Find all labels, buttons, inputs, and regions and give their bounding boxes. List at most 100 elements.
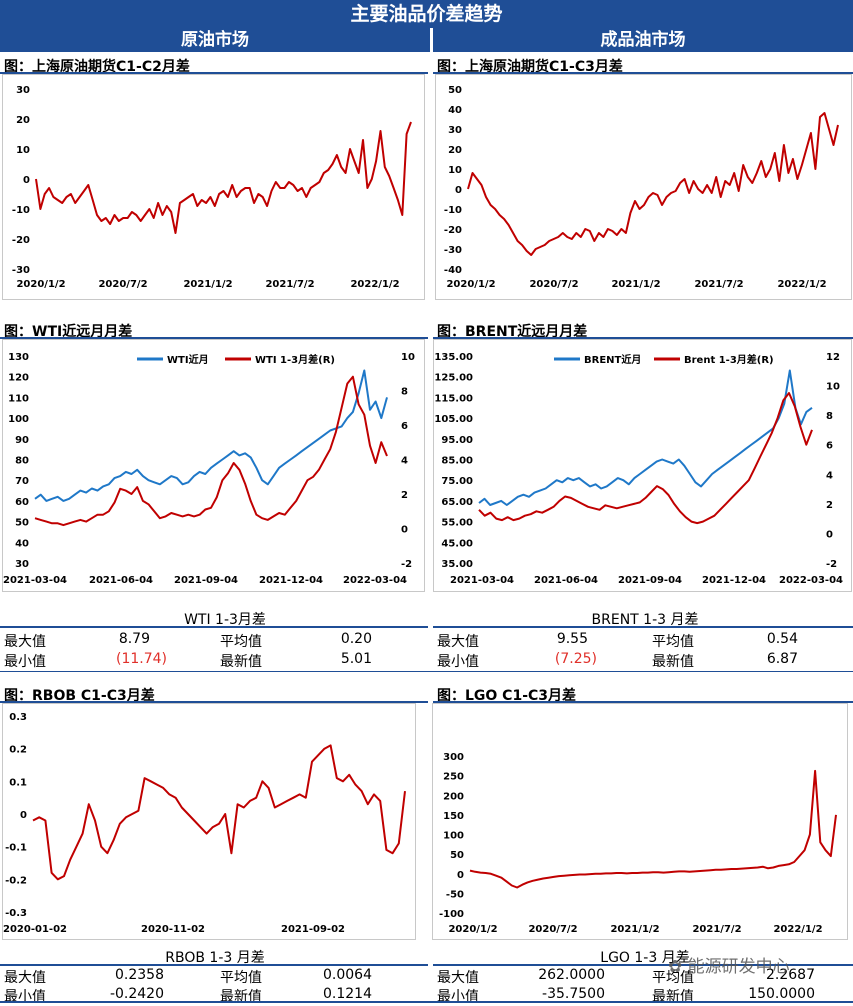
y-tick-label: -10 (444, 205, 462, 216)
y-tick-label-right: 12 (826, 352, 840, 363)
y-tick-label: 200 (443, 791, 464, 802)
header-divider (430, 28, 433, 52)
y-tick-label: 50 (448, 85, 462, 96)
y-tick-label-left: 115.00 (434, 393, 473, 404)
y-tick-label: -10 (12, 205, 30, 216)
chart-sh-c1c2: 30 20 10 0 -10 -20 -30 2020/1/2 2020/7/2 2021/1/2… (12, 85, 412, 290)
y-tick-label-right: 6 (401, 421, 408, 432)
x-tick-label: 2021-09-04 (174, 575, 238, 586)
y-tick-label: 30 (448, 125, 462, 136)
y-tick-label-left: 70 (15, 476, 29, 487)
stat-label: 平均值 (652, 634, 694, 650)
y-tick-label: 0.1 (9, 777, 27, 788)
stat-value: 0.2358 (115, 967, 164, 983)
x-tick-label: 2021/1/2 (611, 279, 660, 290)
wechat-icon: ✿ (668, 957, 683, 977)
y-tick-label: -30 (444, 245, 462, 256)
stat-value: 0.0064 (323, 967, 372, 983)
series-line (467, 112, 839, 256)
title-rule (0, 701, 428, 703)
y-tick-label: -50 (446, 889, 464, 900)
x-tick-label: 2021-12-04 (702, 575, 766, 586)
series-line-wti-spread (34, 375, 388, 527)
stat-value: (11.74) (115, 651, 167, 667)
x-tick-label: 2020/7/2 (528, 924, 577, 935)
y-tick-label-right: -2 (826, 559, 837, 570)
chart-panel-brent: 135.00 125.00 115.00 105.00 95.00 85.00 75.00 6… (433, 339, 852, 592)
chart-title-sh-c1c2: 图：上海原油期货C1-C2月差 (4, 59, 190, 75)
legend-label: Brent 1-3月差(R) (684, 353, 774, 366)
y-tick-label: 0 (457, 870, 464, 881)
chart-lgo: 300 250 200 150 100 50 0 -50 -100 2020/1/2 2020/7/… (439, 752, 837, 935)
stats-title-wti: WTI 1-3月差 (184, 612, 266, 628)
series-line (32, 744, 406, 881)
x-tick-label: 2021-09-04 (618, 575, 682, 586)
y-tick-label: 50 (450, 850, 464, 861)
y-tick-label-left: 95.00 (441, 435, 473, 446)
title-rule (0, 964, 428, 966)
x-tick-label: 2021/7/2 (265, 279, 314, 290)
y-tick-label-left: 100 (8, 414, 29, 425)
chart-title-rbob: 图：RBOB C1-C3月差 (4, 688, 155, 704)
x-tick-label: 2021-09-02 (281, 924, 345, 935)
chart-wti: 130 120 110 100 90 80 70 60 50 40 30 10 8 6 4 2 0 -2 WTI近月… (3, 352, 415, 586)
chart-panel-sh-c1c3: 50 40 30 20 10 0 -10 -20 -30 -40 2020/1/2 2020/7/2 2… (435, 74, 852, 300)
x-tick-label: 2021-03-04 (3, 575, 67, 586)
stat-value: 262.0000 (538, 967, 605, 983)
y-tick-label-right: 4 (826, 470, 833, 481)
x-tick-label: 2022/1/2 (777, 279, 826, 290)
legend-label: WTI近月 (167, 353, 209, 366)
stat-label: 平均值 (652, 970, 694, 986)
y-tick-label-left: 90 (15, 435, 29, 446)
chart-panel-lgo: 300 250 200 150 100 50 0 -50 -100 2020/1/2 2020/7/… (432, 703, 848, 940)
y-tick-label-left: 80 (15, 456, 29, 467)
stats-bottom-rule (0, 671, 853, 672)
watermark: ✿ 能源研发中心 (668, 952, 790, 977)
section-crude-header: 原油市场 (0, 28, 430, 52)
x-tick-label: 2021-03-04 (450, 575, 514, 586)
stat-label: 最新值 (652, 989, 694, 1005)
y-tick-label-right: 0 (401, 525, 408, 536)
x-tick-label: 2022-03-04 (779, 575, 843, 586)
x-tick-label: 2020/7/2 (529, 279, 578, 290)
y-tick-label: 10 (448, 165, 462, 176)
y-tick-label: 0.2 (9, 745, 27, 756)
y-tick-label-right: 6 (826, 441, 833, 452)
x-tick-label: 2021-12-04 (259, 575, 323, 586)
y-tick-label-left: 45.00 (441, 538, 473, 549)
page-title: 主要油品价差趋势 (0, 0, 853, 28)
watermark-text: 能源研发中心 (687, 957, 790, 977)
series-line (35, 121, 412, 234)
stat-value: 5.01 (340, 651, 372, 667)
stats-title-lgo: LGO 1-3 月差 (600, 950, 690, 966)
stat-value: -35.7500 (542, 986, 605, 1002)
stat-label: 最新值 (220, 654, 262, 670)
stat-label: 最新值 (220, 989, 262, 1005)
stat-label: 最小值 (4, 989, 46, 1005)
y-tick-label-left: 120 (8, 373, 29, 384)
y-tick-label: 150 (443, 811, 464, 822)
y-tick-label-right: -2 (401, 559, 412, 570)
chart-rbob: 0.3 0.2 0.1 0 -0.1 -0.2 -0.3 2020-01-02 2020-11-… (3, 712, 406, 935)
stat-label: 平均值 (220, 970, 262, 986)
stat-value: (7.25) (554, 651, 597, 667)
y-tick-label: -100 (439, 909, 464, 920)
title-rule (0, 337, 428, 339)
y-tick-label-right: 0 (826, 529, 833, 540)
y-tick-label: 100 (443, 831, 464, 842)
x-tick-label: 2020/7/2 (98, 279, 147, 290)
y-tick-label-right: 4 (401, 456, 408, 467)
title-rule (433, 337, 853, 339)
stat-label: 最大值 (437, 634, 479, 650)
series-line-brent-spread (478, 392, 813, 525)
chart-brent: 135.00 125.00 115.00 105.00 95.00 85.00 75.00 6… (434, 352, 843, 586)
y-tick-label-right: 8 (826, 411, 833, 422)
y-tick-label: 30 (16, 85, 30, 96)
section-products-header: 成品油市场 (433, 28, 853, 52)
x-tick-label: 2022-03-04 (343, 575, 407, 586)
stat-label: 最大值 (4, 970, 46, 986)
y-tick-label-right: 2 (826, 500, 833, 511)
title-rule (433, 701, 853, 703)
y-tick-label-left: 75.00 (441, 476, 473, 487)
stat-value: 9.55 (556, 631, 588, 647)
